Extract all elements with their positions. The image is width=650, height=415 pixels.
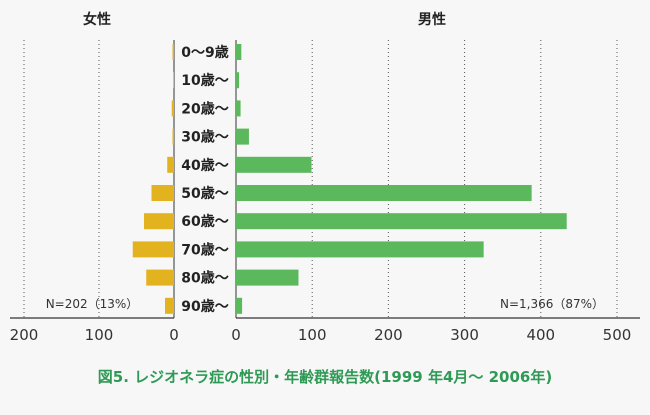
- figure-caption: 図5. レジオネラ症の性別・年齢群報告数(1999 年4月〜 2006年): [97, 368, 553, 386]
- bars: [132, 44, 567, 314]
- bar-male-6: [236, 213, 567, 230]
- bar-male-9: [236, 297, 243, 314]
- category-label-1: 10歳〜: [181, 72, 228, 89]
- bar-male-5: [236, 185, 532, 201]
- category-label-9: 90歳〜: [181, 298, 228, 315]
- gridlines: [10, 40, 640, 319]
- bar-male-7: [236, 241, 484, 258]
- bar-female-8: [146, 269, 174, 286]
- category-label-4: 40歳〜: [181, 157, 228, 174]
- bar-female-2: [171, 100, 174, 117]
- category-label-5: 50歳〜: [181, 185, 228, 202]
- bar-male-1: [236, 72, 240, 89]
- series-label-female: 女性: [83, 11, 111, 28]
- bar-female-0: [172, 44, 174, 60]
- bar-male-8: [236, 269, 299, 286]
- category-label-0: 0〜9歳: [181, 44, 228, 61]
- category-label-6: 60歳〜: [181, 213, 228, 230]
- bar-female-5: [151, 185, 174, 201]
- bar-male-3: [236, 128, 249, 145]
- tick-label-male-4: 400: [526, 326, 555, 344]
- category-label-8: 80歳〜: [181, 270, 228, 287]
- tick-label-male-2: 200: [374, 326, 403, 344]
- bar-female-1: [173, 72, 174, 89]
- tick-label-female-2: 0: [169, 326, 179, 344]
- series-label-male: 男性: [418, 11, 446, 28]
- tick-label-male-5: 500: [603, 326, 632, 344]
- tick-label-female-0: 200: [10, 326, 39, 344]
- male-total-label: N=1,366（87%）: [500, 297, 604, 311]
- tick-label-male-1: 100: [298, 326, 327, 344]
- bar-female-3: [172, 128, 174, 145]
- bar-female-9: [165, 297, 174, 314]
- labels: 女性 男性 200 100 0 0 100 200 300 400 500 0〜9歳 10歳〜 20歳〜 3…: [10, 11, 632, 344]
- tick-label-male-3: 300: [450, 326, 479, 344]
- bar-male-0: [236, 44, 242, 60]
- bar-female-6: [144, 213, 174, 230]
- bar-female-4: [167, 156, 174, 173]
- category-label-7: 70歳〜: [181, 241, 228, 258]
- female-total-label: N=202（13%）: [46, 297, 139, 311]
- bar-male-4: [236, 156, 312, 173]
- tick-label-male-0: 0: [231, 326, 241, 344]
- category-label-2: 20歳〜: [181, 100, 228, 117]
- tick-label-female-1: 100: [85, 326, 114, 344]
- category-label-3: 30歳〜: [181, 129, 228, 146]
- bar-female-7: [132, 241, 174, 258]
- bar-male-2: [236, 100, 241, 117]
